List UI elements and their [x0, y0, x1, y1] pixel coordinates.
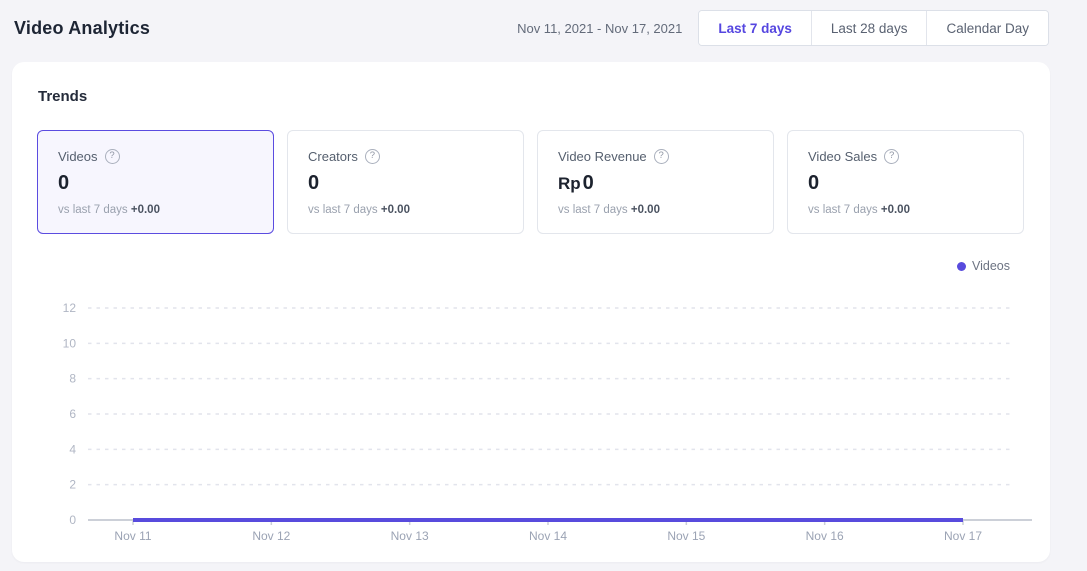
help-icon[interactable]: ? [884, 148, 900, 164]
x-tick-label: Nov 16 [806, 529, 844, 543]
trends-card: Trends Videos? 0 vs last 7 days +0.00 Creat… [12, 62, 1050, 562]
stat-card-videos[interactable]: Videos? 0 vs last 7 days +0.00 [37, 130, 274, 234]
x-tick-label: Nov 13 [391, 529, 429, 543]
stat-compare: vs last 7 days +0.00 [58, 204, 253, 216]
stat-value: 0 [808, 172, 1003, 195]
stat-label-row: Video Sales? [808, 148, 1003, 164]
stat-value-number: 0 [58, 171, 70, 194]
stat-compare: vs last 7 days +0.00 [308, 204, 503, 216]
stat-label: Videos [58, 148, 98, 164]
delta-value: +0.00 [630, 203, 660, 216]
y-tick-label: 4 [69, 442, 76, 456]
header-controls: Nov 11, 2021 - Nov 17, 2021 Last 7 days L… [517, 10, 1049, 46]
stat-cards-row: Videos? 0 vs last 7 days +0.00 Creators? 0 vs… [37, 130, 1024, 234]
help-icon[interactable]: ? [364, 148, 380, 164]
y-tick-label: 8 [69, 372, 76, 386]
stat-label-row: Videos? [58, 148, 253, 164]
compare-label: vs last 7 days [58, 203, 131, 216]
y-tick-label: 12 [63, 301, 77, 315]
page-header: Video Analytics Nov 11, 2021 - Nov 17, 2… [0, 0, 1087, 56]
stat-value: 0 [58, 172, 253, 195]
compare-label: vs last 7 days [558, 203, 631, 216]
legend-label: Videos [972, 259, 1010, 273]
delta-value: +0.00 [380, 203, 410, 216]
x-tick-label: Nov 14 [529, 529, 567, 543]
date-range-label: Nov 11, 2021 - Nov 17, 2021 [517, 20, 683, 36]
help-icon[interactable]: ? [104, 148, 120, 164]
stat-label-row: Creators? [308, 148, 503, 164]
date-range-button-group: Last 7 days Last 28 days Calendar Day [698, 10, 1049, 46]
stat-card-video-revenue[interactable]: Video Revenue? Rp 0 vs last 7 days +0.00 [537, 130, 774, 234]
delta-value: +0.00 [880, 203, 910, 216]
trends-chart: 0 2 4 6 8 10 12 Nov 11 Nov 12 Nov 13 Nov 14 Nov 15 N… [12, 292, 1050, 554]
y-tick-label: 2 [69, 478, 76, 492]
stat-value-number: 0 [308, 171, 320, 194]
stat-compare: vs last 7 days +0.00 [558, 204, 753, 216]
stat-value-number: 0 [808, 171, 820, 194]
range-button-last-7-days[interactable]: Last 7 days [699, 11, 811, 45]
help-icon[interactable]: ? [653, 148, 669, 164]
x-tick-label: Nov 11 [114, 529, 151, 543]
stat-compare: vs last 7 days +0.00 [808, 204, 1003, 216]
trends-heading: Trends [38, 88, 88, 105]
delta-value: +0.00 [130, 203, 160, 216]
stat-value-number: 0 [582, 171, 594, 194]
x-tick-label: Nov 12 [252, 529, 290, 543]
stat-label: Video Revenue [558, 148, 647, 164]
currency-prefix: Rp [558, 173, 581, 193]
y-tick-label: 6 [69, 407, 76, 421]
y-tick-label: 10 [63, 336, 77, 350]
x-tick-label: Nov 17 [944, 529, 982, 543]
stat-card-video-sales[interactable]: Video Sales? 0 vs last 7 days +0.00 [787, 130, 1024, 234]
range-button-calendar-day[interactable]: Calendar Day [926, 11, 1048, 45]
page-title: Video Analytics [14, 17, 151, 38]
stat-label: Video Sales [808, 148, 878, 164]
line-chart-svg: 0 2 4 6 8 10 12 Nov 11 Nov 12 Nov 13 Nov 14 Nov 15 N… [63, 301, 1032, 543]
legend-dot-icon [957, 261, 966, 271]
range-button-last-28-days[interactable]: Last 28 days [810, 11, 927, 45]
compare-label: vs last 7 days [308, 203, 381, 216]
y-tick-label: 0 [69, 513, 76, 527]
compare-label: vs last 7 days [808, 203, 881, 216]
x-tick-label: Nov 15 [667, 529, 705, 543]
stat-label-row: Video Revenue? [558, 148, 753, 164]
stat-value: Rp 0 [558, 172, 753, 195]
stat-label: Creators [308, 148, 358, 164]
stat-card-creators[interactable]: Creators? 0 vs last 7 days +0.00 [287, 130, 524, 234]
legend-item-videos[interactable]: Videos [957, 259, 1010, 273]
stat-value: 0 [308, 172, 503, 195]
